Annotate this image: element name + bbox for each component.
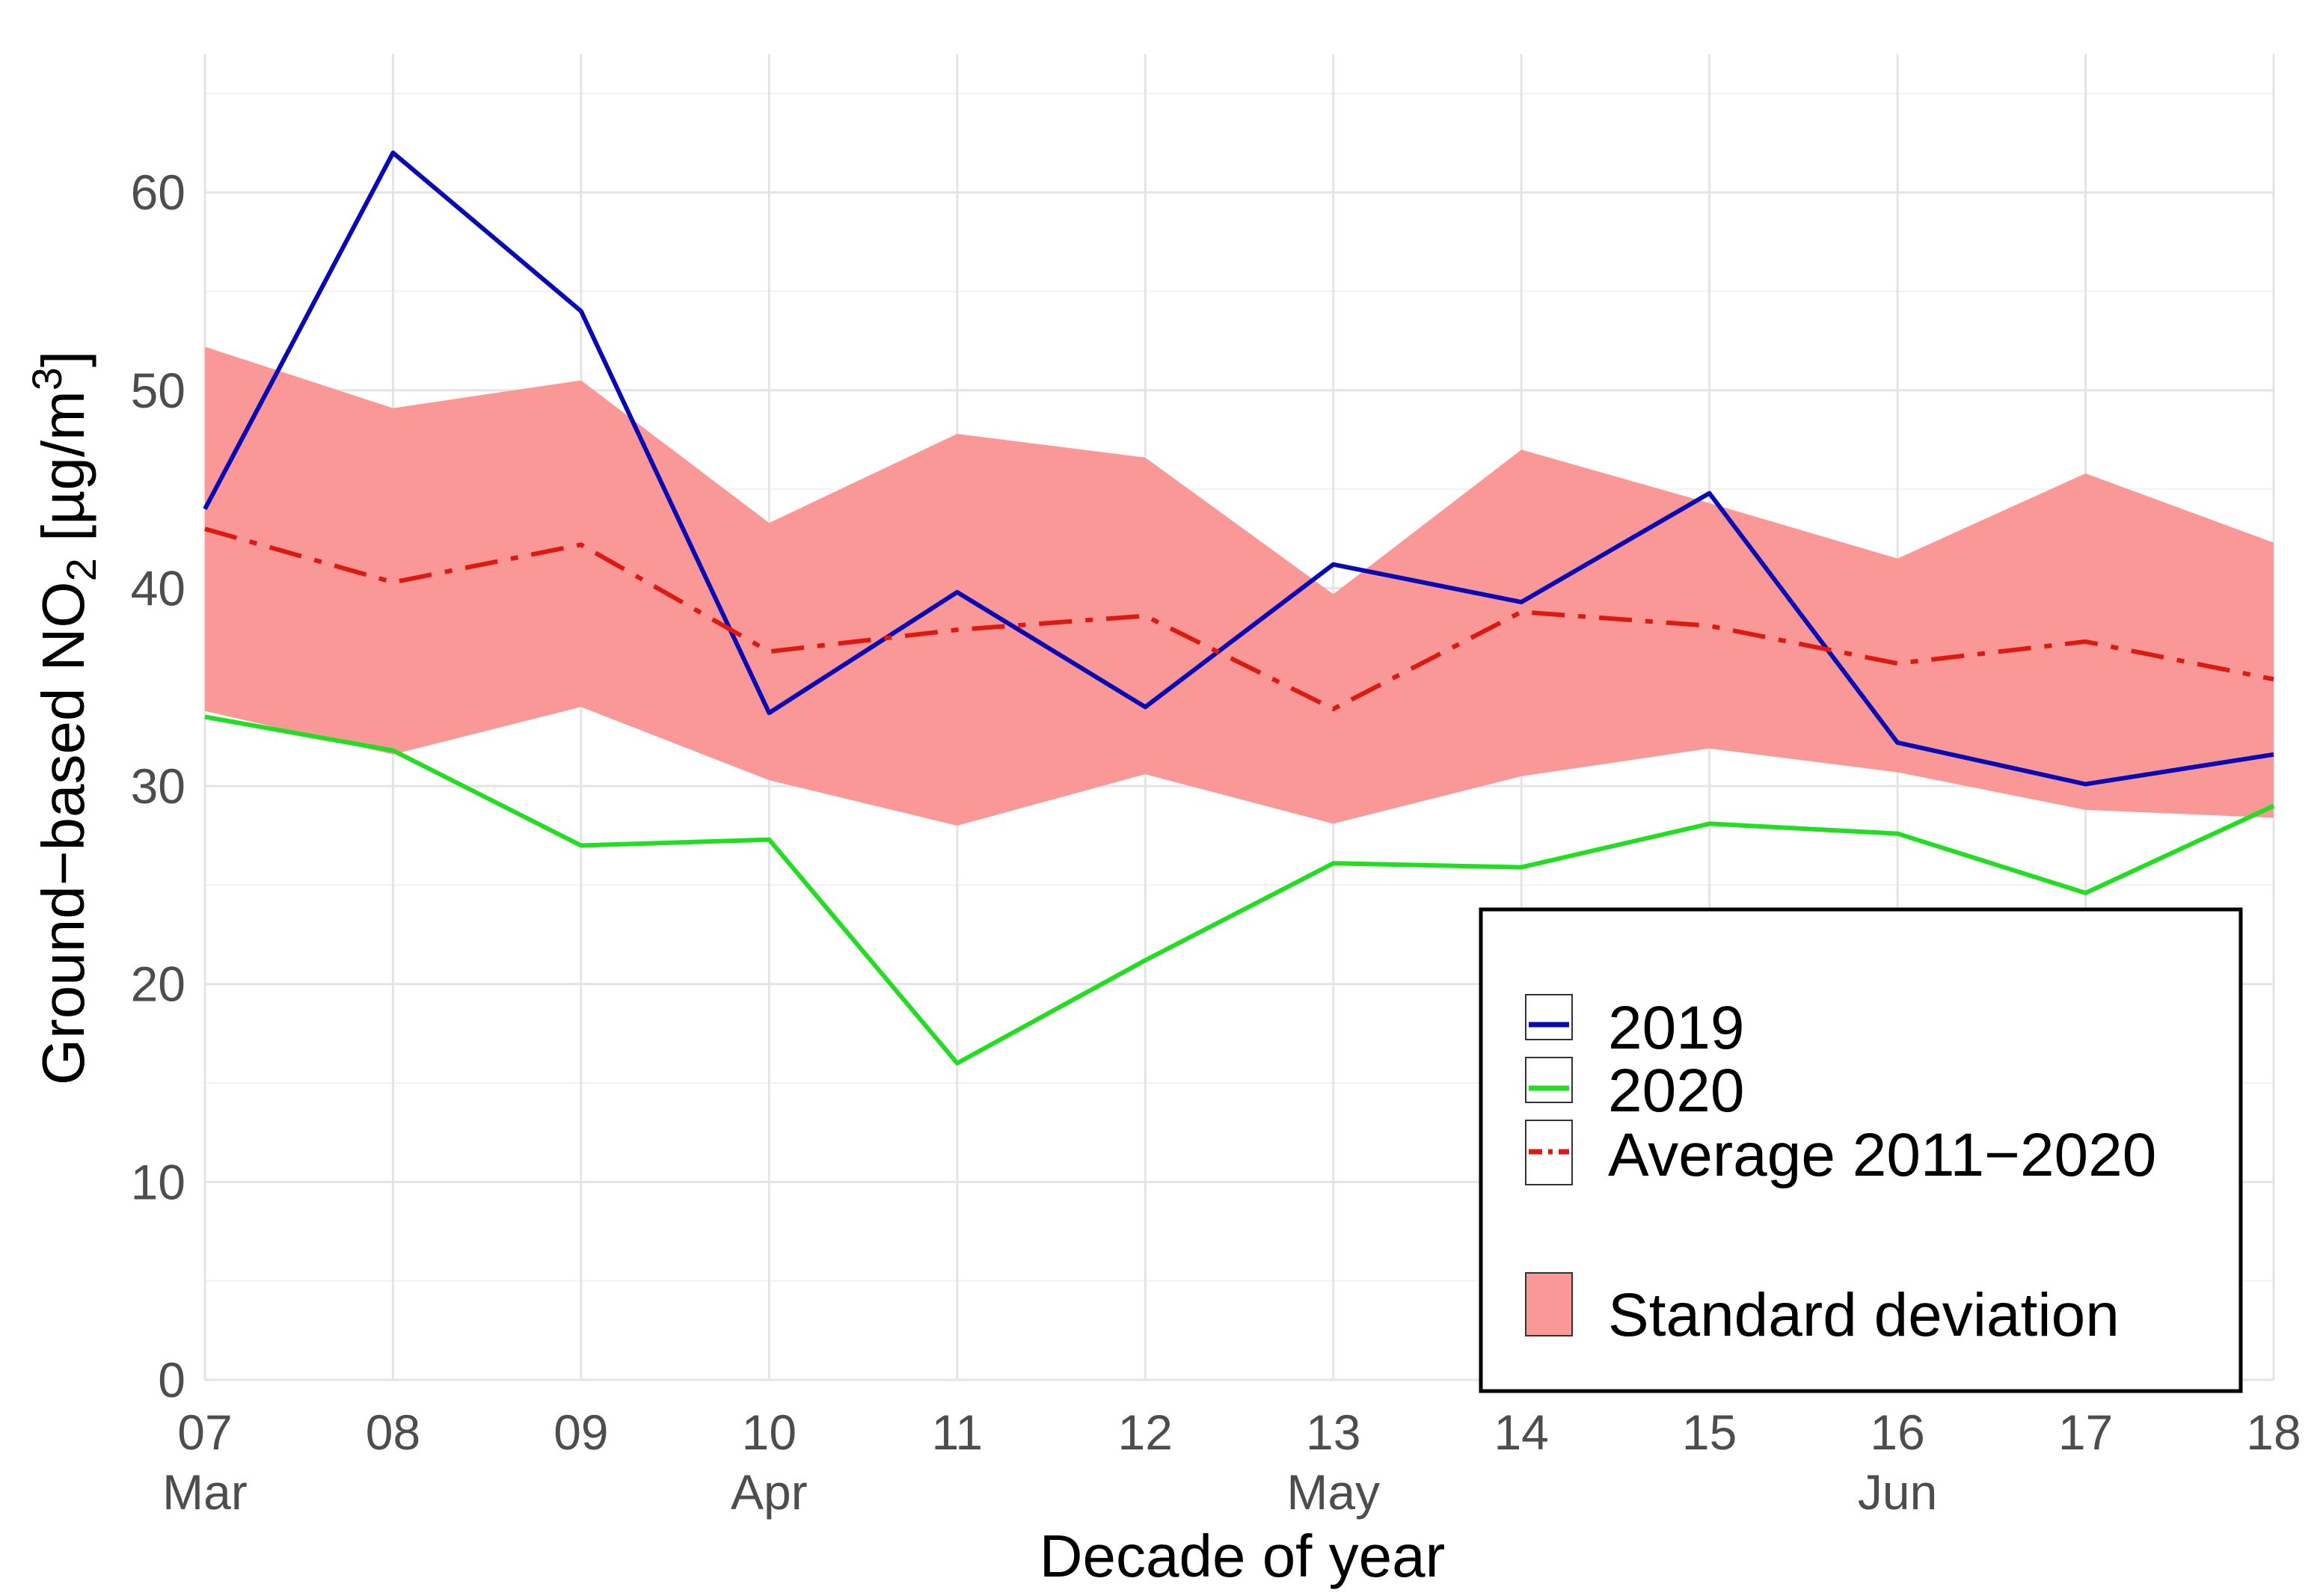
x-tick-label: 15 <box>1682 1405 1737 1460</box>
x-tick-label: 09 <box>553 1405 608 1460</box>
x-tick-label: 18 <box>2246 1405 2301 1460</box>
std-band <box>205 346 2274 826</box>
series-line-2019 <box>203 150 2274 787</box>
series-lines <box>203 150 2275 1066</box>
y-tick-label: 20 <box>131 957 185 1012</box>
month-label: Mar <box>162 1464 248 1520</box>
y-tick-label: 0 <box>158 1352 185 1408</box>
month-label: Jun <box>1858 1464 1937 1520</box>
x-tick-label: 07 <box>177 1405 232 1460</box>
legend-item-std: Standard deviation <box>1525 1272 2120 1349</box>
y-tick-label: 40 <box>131 560 185 616</box>
legend-label-average: Average 2011−2020 <box>1608 1121 2156 1189</box>
legend: 2019 2020 Average 2011−2020 Standard dev… <box>1479 907 2243 1393</box>
legend-key-2020 <box>1525 1057 1573 1103</box>
x-tick-label: 17 <box>2058 1405 2113 1460</box>
y-axis-title: Ground−based NO2 [µg/m3] <box>23 351 105 1085</box>
x-tick-label: 12 <box>1118 1405 1173 1460</box>
legend-label-2019: 2019 <box>1608 994 1744 1062</box>
legend-label-2020: 2020 <box>1608 1057 1744 1125</box>
x-tick-label: 10 <box>742 1405 797 1460</box>
legend-item-average: Average 2011−2020 <box>1525 1120 2156 1189</box>
series-line-2020 <box>204 714 2275 1066</box>
legend-item-2020: 2020 <box>1525 1057 1744 1125</box>
series-line-average-2011-2020 <box>204 527 2274 711</box>
legend-item-2019: 2019 <box>1525 994 1744 1062</box>
std-band-layer <box>205 346 2274 826</box>
y-tick-label: 60 <box>131 165 185 220</box>
x-axis-ticks: 07 08 09 10 11 12 13 14 15 16 17 18 Mar Apr May Jun <box>162 1405 2301 1520</box>
x-tick-label: 11 <box>932 1405 983 1460</box>
month-label: May <box>1286 1464 1380 1520</box>
x-tick-label: 13 <box>1306 1405 1360 1460</box>
y-axis-ticks: 0 10 20 30 40 50 60 <box>131 165 185 1408</box>
x-tick-label: 16 <box>1870 1405 1924 1460</box>
legend-box <box>1479 907 2243 1393</box>
y-tick-label: 30 <box>131 758 185 814</box>
y-tick-label: 50 <box>131 363 185 418</box>
x-tick-label: 14 <box>1494 1405 1548 1460</box>
x-axis-title: Decade of year <box>1040 1523 1446 1589</box>
legend-swatch-std <box>1525 1272 1573 1336</box>
legend-label-std: Standard deviation <box>1608 1281 2120 1349</box>
month-label: Apr <box>731 1464 808 1520</box>
x-tick-label: 08 <box>366 1405 420 1460</box>
y-tick-label: 10 <box>131 1154 185 1209</box>
legend-key-2019 <box>1525 994 1573 1040</box>
